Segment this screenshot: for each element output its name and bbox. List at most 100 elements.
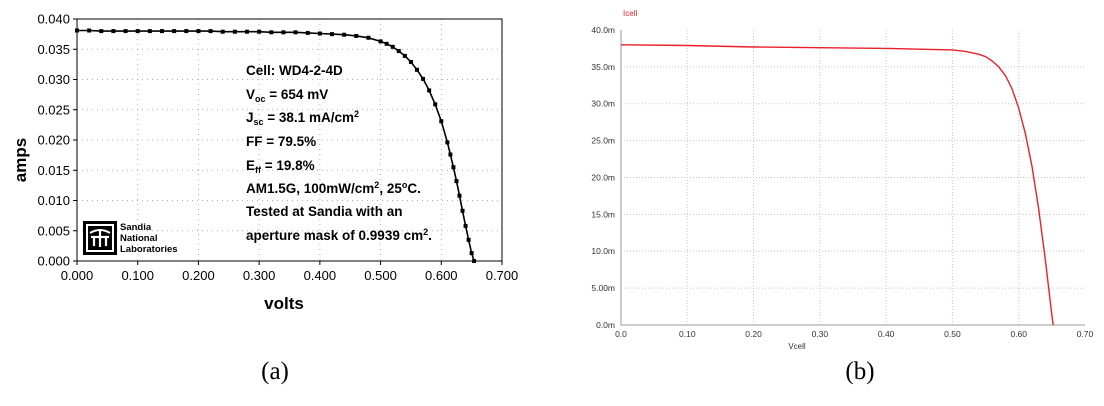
caption-b: (b) — [845, 358, 874, 385]
x-tick-label: 0.30 — [812, 329, 829, 339]
x-tick-label: 0.700 — [486, 268, 519, 283]
data-point — [445, 140, 450, 145]
series-line-b — [620, 44, 1054, 326]
data-point — [269, 30, 274, 35]
x-tick-label: 0.100 — [121, 268, 154, 283]
x-tick-label: 0.300 — [243, 268, 276, 283]
y-tick-label: 5.00m — [591, 283, 615, 293]
x-tick-label: 0.20 — [745, 329, 762, 339]
sandia-logo: Sandia National Laboratories — [83, 221, 178, 255]
logo-line-3: Laboratories — [120, 244, 178, 255]
x-tick-label: 0.70 — [1077, 329, 1094, 339]
y-tick-label: 40.0m — [591, 25, 615, 35]
data-point — [87, 28, 92, 33]
data-point — [402, 53, 407, 58]
x-tick-label: 0.10 — [679, 329, 696, 339]
data-point — [99, 29, 104, 34]
data-point — [135, 29, 140, 34]
data-point — [384, 41, 389, 46]
data-point — [317, 31, 322, 36]
x-ticks-b: 0.0 0.10 0.20 0.30 0.40 0.50 0.60 0.70 — [615, 329, 1093, 339]
data-point — [220, 29, 225, 34]
data-point — [457, 193, 462, 198]
data-point — [354, 33, 359, 38]
y-tick-label: 30.0m — [591, 99, 615, 109]
data-point — [460, 208, 465, 213]
data-point — [257, 29, 262, 34]
data-point — [160, 29, 164, 34]
data-point — [454, 179, 459, 184]
x-ticks-a: 0.000 0.100 0.200 0.300 0.400 0.500 0.600 0.700 — [61, 261, 519, 283]
data-point — [330, 32, 334, 37]
data-point — [123, 29, 128, 34]
annotation-tested: Tested at Sandia with an — [246, 204, 403, 219]
y-ticks-b: 0.0m 5.00m 10.0m 15.0m 20.0m 25.0m 30.0m 35.0m 4… — [591, 25, 615, 330]
data-point — [366, 35, 371, 40]
x-tick-label: 0.60 — [1010, 329, 1027, 339]
x-axis-label-a: volts — [264, 294, 304, 313]
annotation-voc: Voc = 654 mV — [246, 87, 328, 104]
grid-b — [621, 30, 1085, 325]
data-point — [463, 223, 468, 228]
y-tick-label: 0.030 — [37, 72, 70, 87]
y-tick-label: 0.025 — [37, 102, 70, 117]
logo-line-1: Sandia — [120, 222, 152, 233]
y-tick-label: 15.0m — [591, 209, 615, 219]
annotation-aperture: aperture mask of 0.9939 cm2. — [246, 227, 432, 243]
data-point — [427, 88, 432, 93]
data-point — [433, 102, 438, 107]
data-point — [147, 29, 152, 34]
y-axis-label-b: Icell — [623, 9, 637, 18]
data-point — [466, 237, 471, 242]
data-point — [208, 29, 213, 34]
data-point — [396, 49, 401, 54]
caption-a: (a) — [261, 358, 289, 385]
data-point — [448, 152, 453, 157]
y-tick-label: 0.020 — [37, 133, 70, 148]
y-tick-label: 10.0m — [591, 246, 615, 256]
x-tick-label: 0.0 — [615, 329, 627, 339]
data-point — [408, 59, 413, 64]
annotation-cell: Cell: WD4-2-4D — [246, 63, 343, 78]
data-point — [439, 119, 444, 124]
data-point — [184, 29, 189, 34]
x-tick-label: 0.400 — [304, 268, 337, 283]
y-tick-label: 0.000 — [37, 254, 70, 269]
x-tick-label: 0.200 — [182, 268, 215, 283]
chart-a: 0.000 0.005 0.010 0.015 0.020 0.025 0.030 0.035… — [11, 12, 518, 385]
series-markers-a — [75, 28, 477, 263]
y-axis-label-a: amps — [11, 138, 30, 182]
annotation-conditions: AM1.5G, 100mW/cm2, 25oC. — [246, 180, 421, 196]
data-point — [421, 76, 426, 81]
data-point — [390, 44, 395, 49]
logo-line-2: National — [120, 233, 157, 244]
annotation-eff: Eff = 19.8% — [246, 158, 315, 175]
x-tick-label: 0.50 — [944, 329, 961, 339]
data-point — [196, 29, 201, 34]
data-point — [342, 32, 347, 37]
data-point — [232, 29, 237, 34]
data-point — [245, 29, 249, 34]
y-tick-label: 0.040 — [37, 12, 70, 27]
y-tick-label: 0.015 — [37, 163, 70, 178]
annotation-a: Cell: WD4-2-4D Voc = 654 mV Jsc = 38.1 m… — [246, 63, 432, 243]
grid-a — [77, 19, 502, 261]
data-point — [415, 67, 419, 72]
series-line-a — [77, 29, 475, 262]
data-point — [469, 251, 474, 256]
thunderbird-icon — [83, 221, 117, 255]
data-point — [172, 29, 177, 34]
x-tick-label: 0.40 — [878, 329, 895, 339]
y-ticks-a: 0.000 0.005 0.010 0.015 0.020 0.025 0.030 0.035… — [37, 12, 77, 269]
annotation-ff: FF = 79.5% — [246, 134, 316, 149]
x-tick-label: 0.000 — [61, 268, 94, 283]
data-point — [305, 30, 310, 35]
x-tick-label: 0.600 — [425, 268, 458, 283]
y-tick-label: 0.005 — [37, 223, 70, 238]
data-point — [451, 165, 456, 170]
y-tick-label: 25.0m — [591, 136, 615, 146]
data-point — [378, 39, 383, 44]
data-point — [281, 30, 286, 35]
